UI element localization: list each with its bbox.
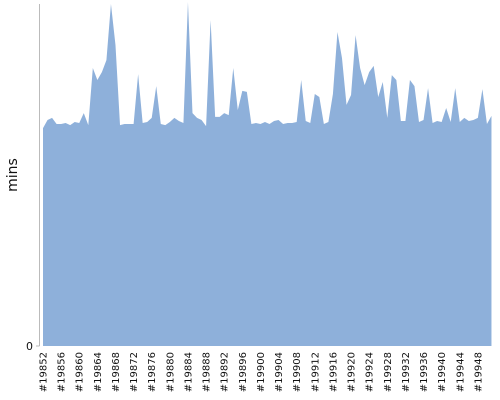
x-tick-label: #19892 (220, 352, 231, 392)
x-tick-label: #19916 (328, 352, 339, 392)
x-tick-label: #19904 (274, 352, 285, 392)
x-tick-label: #19928 (383, 352, 394, 392)
x-tick-label: #19920 (347, 352, 358, 392)
x-tick-label: #19940 (437, 352, 448, 392)
x-tick-label: #19876 (147, 352, 158, 392)
x-tick-label: #19900 (256, 352, 267, 392)
x-tick-label: #19944 (455, 352, 466, 392)
x-tick-label: #19868 (111, 352, 122, 392)
x-tick-label: #19896 (238, 352, 249, 392)
y-tick-label: 0 (26, 340, 33, 353)
x-tick-label: #19912 (310, 352, 321, 392)
x-tick-label: #19888 (202, 352, 213, 392)
x-tick-label: #19860 (75, 352, 86, 392)
x-tick-label: #19872 (129, 352, 140, 392)
x-tick-label: #19936 (419, 352, 430, 392)
x-tick-label: #19880 (165, 352, 176, 392)
x-tick-label: #19908 (292, 352, 303, 392)
x-tick-label: #19884 (183, 352, 194, 392)
x-tick-label: #19932 (401, 352, 412, 392)
x-tick-label: #19856 (57, 352, 68, 392)
area (43, 1, 492, 346)
x-tick-label: #19852 (39, 352, 50, 392)
x-tick-label: #19948 (473, 352, 484, 392)
y-axis-label: mins (5, 158, 21, 192)
x-tick-label: #19924 (365, 352, 376, 392)
x-tick-label: #19864 (93, 352, 104, 392)
